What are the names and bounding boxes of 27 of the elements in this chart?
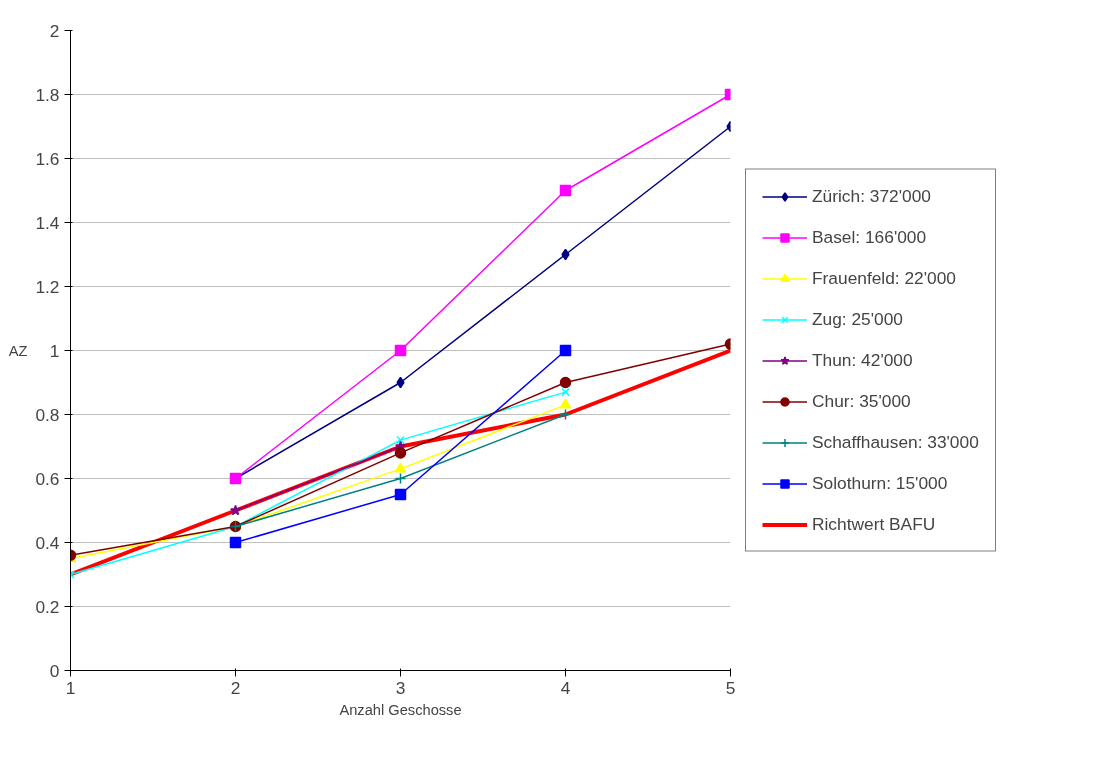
y-tick-label: 0	[49, 660, 60, 681]
y-tick-label: 1.8	[35, 84, 60, 105]
legend-label: Frauenfeld: 22'000	[812, 267, 956, 289]
y-tick-label: 2	[49, 20, 60, 41]
y-tick-label: 1.6	[35, 148, 60, 169]
legend-label: Thun: 42'000	[812, 349, 913, 371]
y-axis-title: AZ	[8, 342, 28, 359]
y-tick-label: 0.4	[35, 532, 60, 553]
legend-label: Zug: 25'000	[812, 308, 903, 330]
x-tick-label: 5	[725, 677, 736, 698]
x-axis-title: Anzahl Geschosse	[339, 701, 462, 718]
x-tick-label: 2	[230, 677, 241, 698]
y-tick-label: 1.2	[35, 276, 60, 297]
y-tick-label: 0.6	[35, 468, 60, 489]
y-tick-label: 0.8	[35, 404, 60, 425]
y-tick-label: 0.2	[35, 596, 60, 617]
legend-label: Solothurn: 15'000	[812, 472, 948, 494]
legend-label: Basel: 166'000	[812, 226, 927, 248]
legend-label: Zürich: 372'000	[812, 185, 931, 207]
y-tick-label: 1	[49, 340, 60, 361]
legend-label: Richtwert BAFU	[812, 513, 936, 535]
x-tick-label: 1	[65, 677, 76, 698]
legend-label: Schaffhausen: 33'000	[812, 431, 979, 453]
legend-label: Chur: 35'000	[812, 390, 911, 412]
x-tick-label: 4	[560, 677, 571, 698]
x-tick-label: 3	[395, 677, 406, 698]
y-tick-label: 1.4	[35, 212, 60, 233]
